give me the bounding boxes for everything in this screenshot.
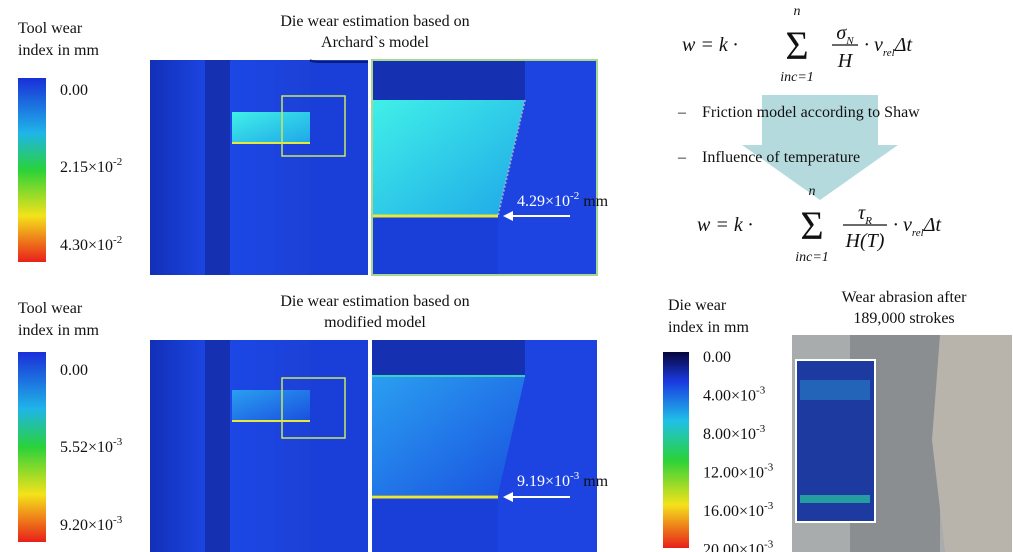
formula-bottom: inc=1 [780,70,814,85]
text-part: 12.00×10 [703,465,764,482]
text-part: 0.00 [60,362,88,379]
text-part: 9.20×10 [60,517,113,534]
panel-title: Archard`s model [321,34,430,51]
text-part: -3 [764,539,774,551]
text-part: · v [893,214,912,236]
text-part: rel [883,47,895,59]
sim-image [150,340,368,552]
text-part: -3 [764,462,774,474]
legend-label: 5.52×10-3 [60,436,123,456]
formula-bottom: inc=1 [795,250,829,265]
formula-top: n [809,184,816,199]
colorbar [18,78,46,262]
legend-title: Tool wear [18,300,83,317]
bullet-text: Friction model according to Shaw [702,104,920,121]
text-part: 5.52×10 [60,439,113,456]
formula-top: n [794,4,801,19]
text-part: 4.30×10 [60,237,113,254]
text-part: 4.29×10 [517,193,570,210]
formula-lhs: w = k · [697,214,753,236]
panel-title: 189,000 strokes [853,310,954,327]
text-part: -2 [570,190,579,202]
formula-op: Σ [785,23,808,68]
formula-num: τR [858,202,872,227]
text-part: 2.15×10 [60,159,113,176]
legend-label: 20.00×10-3 [703,539,774,552]
text-part: mm [583,473,608,490]
text-part: Δt [923,214,942,236]
legend-label: 8.00×10-3 [703,423,766,443]
bullet-text: Influence of temperature [702,149,860,166]
panel-title: Wear abrasion after [842,289,968,306]
text-part: · v [864,34,883,56]
formula-rest: · vrelΔt [893,214,941,239]
panel-title: Die wear estimation based on [280,293,469,310]
text-part: mm [583,193,608,210]
formula-rest: · vrelΔt [864,34,912,59]
sim-image [150,60,368,275]
text-part: Δt [894,34,913,56]
panel-title: modified model [324,314,426,331]
legend-title: Die wear [668,297,727,314]
colorbar [18,352,46,542]
colorbar [663,352,689,548]
legend-title: index in mm [18,322,99,339]
bullet-mark: – [677,149,687,166]
legend-title: Tool wear [18,20,83,37]
text-part: 0.00 [60,82,88,99]
figure: Tool wear index in mm Die wear estimation … [0,0,1013,552]
panel-title: Die wear estimation based on [280,13,469,30]
text-part: 16.00×10 [703,503,764,520]
photo [792,335,1012,552]
legend-label: 2.15×10-2 [60,156,122,176]
formula-den: H(T) [845,230,885,252]
text-part: 8.00×10 [703,426,756,443]
text-part: -3 [764,500,774,512]
legend-label: 0.00 [60,82,88,99]
zoom-image [372,60,597,275]
legend-label: 9.20×10-3 [60,514,123,534]
text-part: 0.00 [703,349,731,366]
legend-title: index in mm [18,42,99,59]
formula-den: H [837,50,854,72]
formula-num: σN [836,22,854,47]
formula-op: Σ [800,203,823,248]
zoom-image [372,340,597,552]
legend-label: 4.30×10-2 [60,234,122,254]
text-part: -2 [113,234,122,246]
text-part: -3 [570,470,580,482]
text-part: -3 [113,514,123,526]
text-part: -3 [113,436,123,448]
text-part: 20.00×10 [703,542,764,552]
bullet-mark: – [677,104,687,121]
legend-label: 16.00×10-3 [703,500,774,520]
text-part: -2 [113,156,122,168]
formula-lhs: w = k · [682,34,738,56]
text-part: 4.00×10 [703,388,756,405]
text-part: 9.19×10 [517,473,570,490]
legend-label: 0.00 [703,349,731,366]
legend-label: 12.00×10-3 [703,462,774,482]
legend-label: 0.00 [60,362,88,379]
text-part: rel [912,227,924,239]
annotation: 4.29×10-2 mm [517,190,609,210]
legend-label: 4.00×10-3 [703,385,766,405]
legend-title: index in mm [668,319,749,336]
text-part: -3 [756,385,766,397]
text-part: -3 [756,423,766,435]
